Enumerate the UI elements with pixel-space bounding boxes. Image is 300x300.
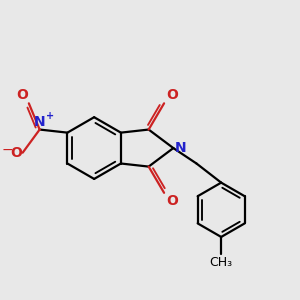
- Text: O: O: [10, 146, 22, 160]
- Text: O: O: [166, 194, 178, 208]
- Text: O: O: [166, 88, 178, 102]
- Text: N: N: [174, 141, 186, 155]
- Text: −: −: [2, 143, 13, 157]
- Text: N: N: [34, 115, 46, 129]
- Text: O: O: [16, 88, 28, 102]
- Text: +: +: [46, 111, 55, 121]
- Text: CH₃: CH₃: [210, 256, 233, 269]
